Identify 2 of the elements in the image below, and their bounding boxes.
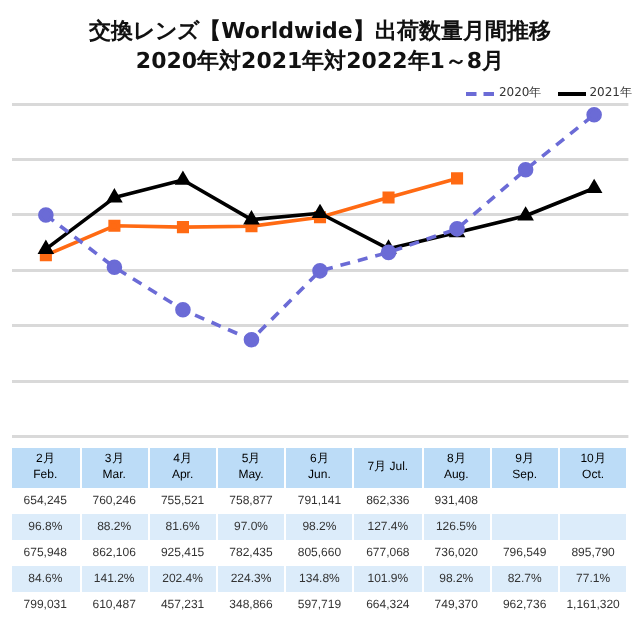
chart-subtitle: 2020年対2021年対2022年1～8月: [133, 46, 507, 76]
chart-title: 交換レンズ【Worldwide】出荷数量月間推移: [87, 16, 553, 46]
